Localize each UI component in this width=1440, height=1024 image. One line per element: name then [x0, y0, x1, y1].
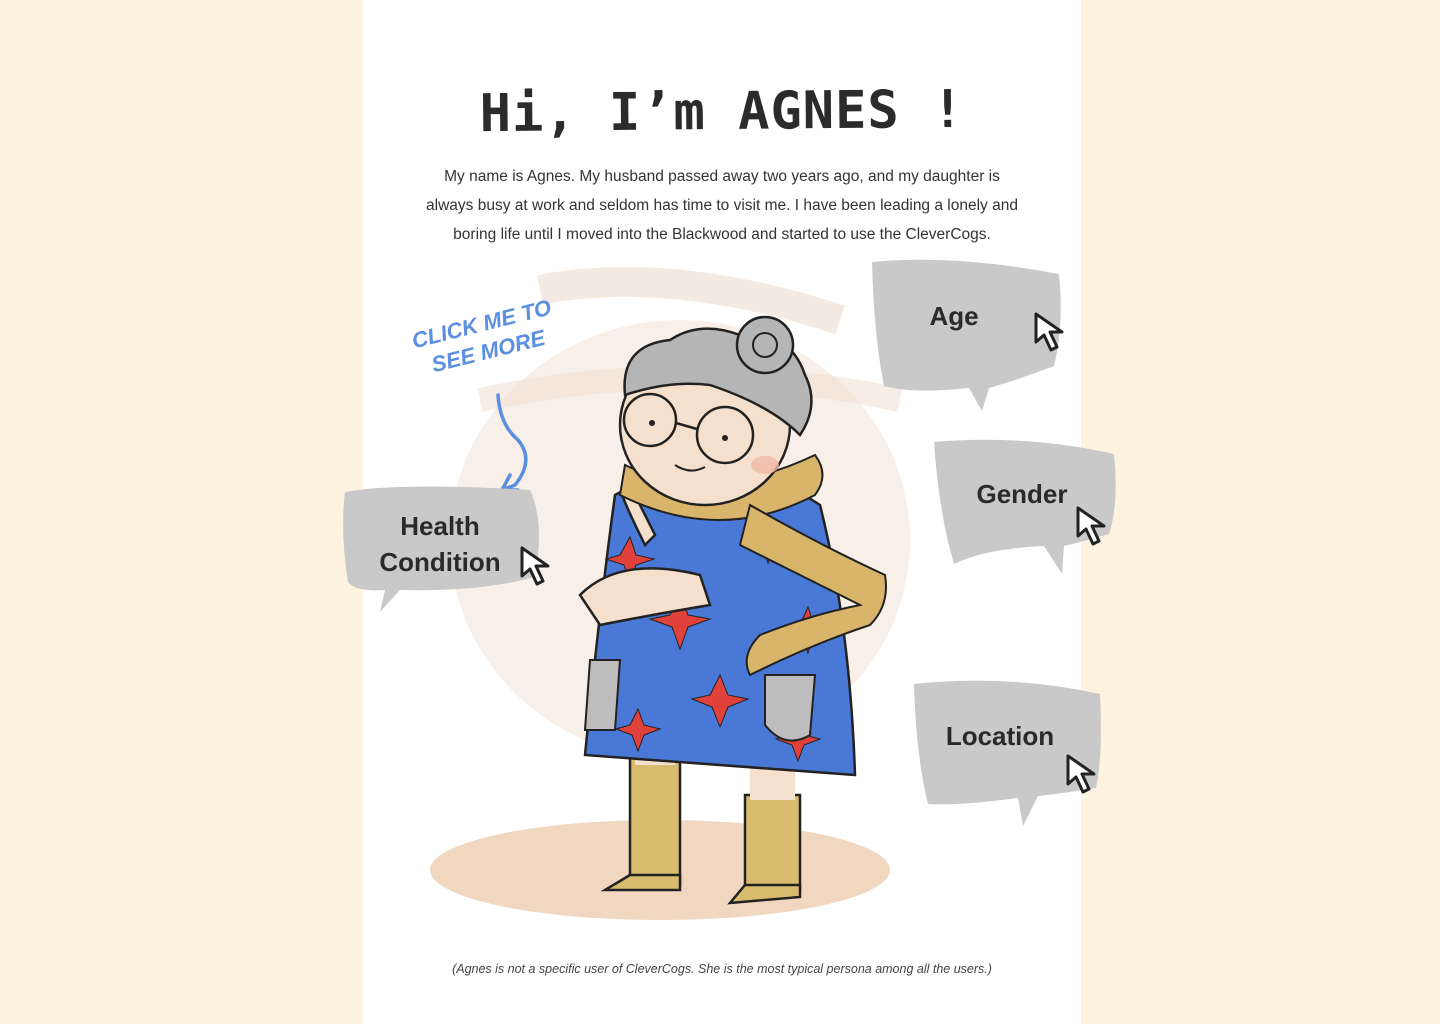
- bubble-shape: [343, 486, 539, 612]
- gender-bubble[interactable]: Gender: [924, 434, 1124, 584]
- health-condition-bubble[interactable]: Health Condition: [340, 482, 550, 622]
- bubble-shape: [872, 259, 1061, 411]
- bubble-shape: [934, 439, 1116, 574]
- footnote: (Agnes is not a specific user of CleverC…: [452, 962, 992, 976]
- pointer-cursor-icon: [1066, 754, 1096, 794]
- bubble-shape: [914, 680, 1101, 826]
- bubble-label: Gender: [976, 479, 1068, 509]
- bubble-label: Condition: [379, 547, 501, 577]
- bubble-label: Age: [929, 301, 979, 331]
- pointer-cursor-icon: [1076, 506, 1106, 546]
- page-title: Hi, I’m AGNES !: [479, 79, 965, 145]
- age-bubble[interactable]: Age: [864, 256, 1074, 416]
- bubble-label: Location: [945, 721, 1055, 751]
- location-bubble[interactable]: Location: [908, 676, 1108, 836]
- bubble-label: Health: [400, 511, 480, 541]
- intro-paragraph: My name is Agnes. My husband passed away…: [426, 168, 1018, 243]
- pointer-cursor-icon: [520, 546, 550, 586]
- pointer-cursor-icon: [1034, 312, 1064, 352]
- agnes-illustration[interactable]: [560, 305, 900, 905]
